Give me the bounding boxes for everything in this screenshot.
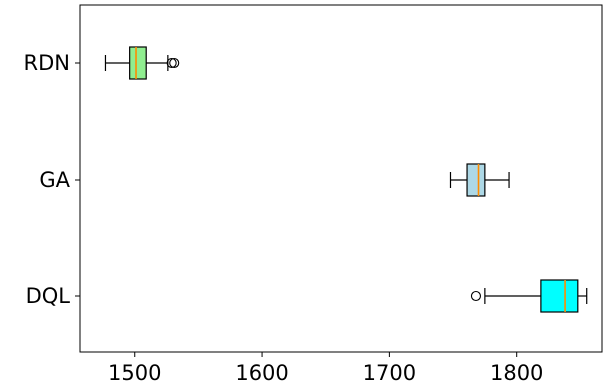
boxes-layer — [104, 46, 588, 313]
y-tick-label-dql: DQL — [26, 284, 71, 308]
x-tick-label-1600: 1600 — [235, 361, 288, 385]
x-tick-label-1700: 1700 — [363, 361, 416, 385]
ticks-layer: RDN GA DQL 1500 1600 1700 1800 — [24, 51, 544, 385]
box-rdn — [104, 46, 180, 80]
plot-frame — [79, 4, 603, 353]
outlier-rdn-1 — [169, 57, 180, 69]
box-ga — [449, 163, 510, 197]
x-tick-label-1500: 1500 — [108, 361, 161, 385]
outlier-dql-0 — [470, 290, 482, 302]
y-tick-label-rdn: RDN — [24, 51, 70, 75]
x-tick-label-1800: 1800 — [490, 361, 543, 385]
y-tick-label-ga: GA — [39, 168, 70, 192]
iqr-box-ga — [466, 163, 486, 197]
iqr-box-rdn — [129, 46, 147, 80]
outlier-rdn-0 — [166, 57, 177, 69]
iqr-box-dql — [540, 279, 579, 313]
box-dql — [470, 279, 588, 313]
plot-area — [80, 5, 602, 352]
